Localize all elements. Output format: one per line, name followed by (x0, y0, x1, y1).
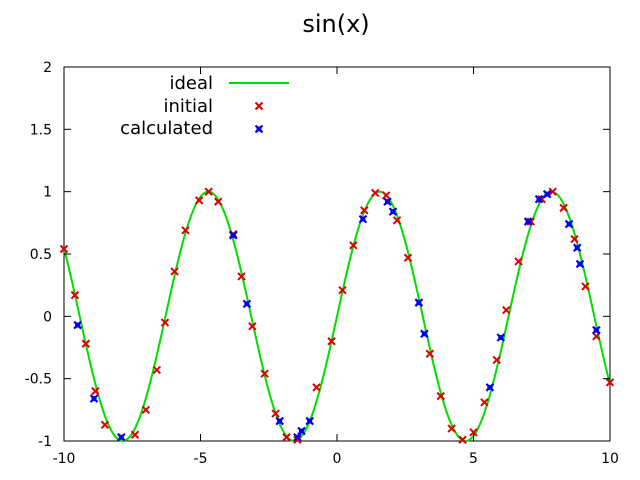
ideal-line (63, 190, 611, 443)
calculated-point (496, 333, 506, 342)
calculated-point (297, 426, 306, 436)
initial-point (152, 365, 162, 375)
initial-point (282, 433, 291, 442)
initial-point (447, 424, 456, 433)
calculated-point (275, 416, 284, 426)
calculated-point (523, 217, 533, 226)
initial-point (81, 339, 91, 348)
calculated-point (89, 394, 99, 403)
calculated-point (388, 207, 398, 216)
initial-point (327, 337, 336, 346)
initial-point (70, 290, 80, 300)
initial-point (381, 191, 391, 200)
calculated-point (293, 432, 302, 442)
initial-point (492, 355, 501, 365)
calculated-point (575, 259, 585, 269)
initial-point (371, 188, 380, 198)
calculated-point (242, 299, 252, 309)
initial-point (338, 285, 347, 295)
initial-point (514, 257, 523, 266)
initial-point (392, 216, 402, 225)
y-tick-label: 1 (43, 185, 52, 201)
initial-point (436, 391, 445, 401)
chart-title: sin(x) (302, 10, 369, 38)
legend-label-calculated: calculated (120, 118, 213, 139)
x-tick-label: 10 (601, 451, 619, 467)
initial-point (248, 322, 257, 331)
ideal-series (63, 190, 611, 443)
y-tick-label: -1 (38, 434, 52, 450)
calculated-point (542, 189, 552, 199)
initial-point (548, 187, 557, 196)
initial-point (170, 267, 179, 276)
initial-point (502, 305, 511, 315)
initial-point (237, 272, 246, 281)
legend-swatch-initial (254, 101, 264, 111)
initial-point (592, 332, 601, 341)
initial-point (458, 435, 467, 444)
legend-label-ideal: ideal (169, 73, 213, 94)
calculated-point (564, 219, 574, 229)
calculated-series (73, 189, 601, 442)
initial-point (141, 405, 151, 415)
legend-label-initial: initial (164, 96, 214, 117)
calculated-point (117, 432, 126, 442)
calculated-point (228, 231, 238, 240)
initial-point (469, 428, 478, 437)
x-tick-label: -10 (53, 451, 76, 467)
y-tick-label: 2 (43, 60, 52, 76)
initial-point (480, 398, 489, 407)
initial-point (130, 430, 140, 439)
initial-point (559, 203, 568, 213)
initial-point (181, 226, 190, 235)
calculated-point (383, 197, 392, 206)
calculated-point (485, 383, 495, 392)
calculated-point (592, 325, 601, 335)
legend-swatch-calculated (254, 124, 264, 134)
initial-point (425, 349, 435, 358)
initial-point (204, 187, 213, 196)
initial-point (100, 420, 110, 430)
x-tick-label: -5 (194, 451, 208, 467)
initial-point (570, 234, 579, 244)
initial-point (403, 253, 413, 262)
y-tick-label: 0.5 (30, 247, 52, 263)
y-tick-label: -0.5 (25, 372, 52, 388)
calculated-point (420, 329, 429, 339)
y-tick-label: 1.5 (30, 122, 52, 138)
initial-point (194, 196, 204, 205)
initial-point (349, 241, 358, 250)
initial-point (312, 383, 321, 392)
legend: ideal initial calculated (120, 73, 289, 139)
initial-point (59, 244, 69, 254)
axis-ticks: -10 -5 0 5 10 -1 -0.5 0 0.5 1 1.5 2 (25, 60, 619, 467)
initial-point (360, 206, 369, 215)
calculated-point (73, 320, 82, 330)
initial-point (214, 197, 223, 206)
initial-point (605, 378, 615, 387)
calculated-point (358, 214, 368, 224)
y-tick-label: 0 (43, 309, 52, 325)
x-tick-label: 5 (469, 451, 478, 467)
x-tick-label: 0 (333, 451, 342, 467)
calculated-point (414, 298, 424, 307)
calculated-point (572, 243, 582, 253)
initial-point (260, 369, 269, 378)
initial-point (91, 386, 100, 396)
initial-point (160, 318, 170, 327)
initial-point (581, 282, 590, 291)
calculated-point (305, 416, 314, 426)
calculated-point (534, 194, 544, 204)
initial-point (271, 409, 280, 418)
